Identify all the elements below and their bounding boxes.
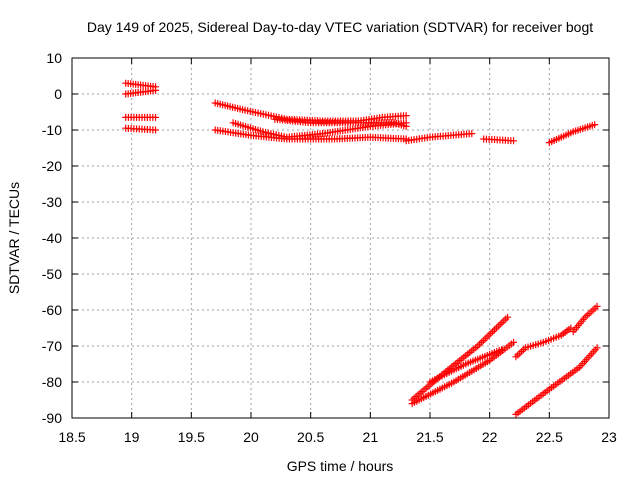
data-point: [468, 130, 476, 138]
series-s6: [271, 115, 410, 130]
x-tick-label: 18.5: [58, 429, 85, 445]
y-tick-label: -40: [42, 230, 62, 246]
series-s12: [512, 324, 575, 361]
series-s1: [122, 79, 160, 98]
x-tick-label: 19: [124, 429, 140, 445]
data-point: [510, 137, 518, 145]
x-tick-label: 19.5: [178, 429, 205, 445]
x-tick-label: 21: [363, 429, 379, 445]
y-axis-label: SDTVAR / TECUs: [6, 182, 22, 294]
x-tick-label: 22.5: [536, 429, 563, 445]
series-s11: [426, 346, 506, 386]
y-tick-label: -80: [42, 374, 62, 390]
x-tick-label: 23: [601, 429, 617, 445]
data-point: [510, 338, 518, 346]
data-point: [498, 346, 506, 354]
y-tick-label: -30: [42, 194, 62, 210]
series-s10: [408, 338, 518, 408]
data-point: [591, 121, 599, 129]
series-s7: [402, 130, 518, 145]
data-point: [152, 86, 160, 94]
series-s8: [545, 121, 599, 147]
y-tick-label: 0: [54, 86, 62, 102]
x-tick-label: 21.5: [416, 429, 443, 445]
ticks-layer: [71, 57, 610, 419]
x-axis-label: GPS time / hours: [287, 458, 394, 474]
series-s2: [122, 113, 160, 134]
series-s13: [569, 302, 601, 336]
y-tick-label: -70: [42, 338, 62, 354]
y-tick-label: -50: [42, 266, 62, 282]
grid-layer: [72, 58, 609, 418]
data-point: [402, 122, 410, 130]
y-tick-label: -10: [42, 122, 62, 138]
y-tick-label: -90: [42, 410, 62, 426]
x-tick-label: 22: [482, 429, 498, 445]
data-points-layer: [122, 79, 601, 418]
data-point: [402, 112, 410, 120]
data-point: [593, 344, 601, 352]
x-tick-label: 20.5: [297, 429, 324, 445]
data-point: [593, 302, 601, 310]
y-tick-label: -20: [42, 158, 62, 174]
y-tick-label: 10: [46, 50, 62, 66]
series-s5: [229, 119, 410, 141]
data-point: [152, 113, 160, 121]
tick-labels-layer: 18.5 19 19.5 20 20.5 21 21.5 22 22.5 23 10 0 -10 -20 -…: [42, 50, 617, 445]
x-tick-label: 20: [243, 429, 259, 445]
y-tick-label: -60: [42, 302, 62, 318]
data-point: [152, 126, 160, 134]
series-s14: [512, 344, 601, 418]
data-point: [504, 313, 512, 321]
chart-title: Day 149 of 2025, Sidereal Day-to-day VTE…: [87, 19, 593, 35]
